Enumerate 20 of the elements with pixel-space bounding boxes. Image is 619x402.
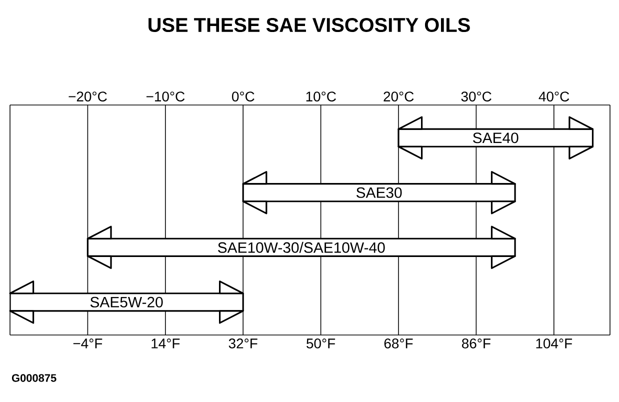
x-tick-label: 32°F [228,338,258,348]
x-tick-label: 104°F [536,338,572,348]
y-tick-label: SAE30 [356,187,402,198]
chart-title: USE THESE SAE VISCOSITY OILS [148,18,470,32]
x2-tick-label: 20°C [384,92,414,102]
x-tick-label: 14°F [152,338,180,348]
x-tick-label: 68°F [384,338,413,348]
y-tick-label: SAE10W-30/SAE10W-40 [218,242,385,253]
x2-tick-label: −10°C [146,92,185,102]
text: G000875 [12,374,56,382]
x2-tick-label: −20°C [68,92,107,102]
x-tick-label: 50°F [306,338,336,348]
y-tick-label: SAE40 [473,132,518,144]
x-tick-label: 86°F [462,338,490,348]
x2-tick-label: 0°C [232,92,254,102]
x2-tick-label: 30°C [461,92,492,102]
x2-tick-label: 10°C [306,92,336,102]
x2-tick-label: 40°C [538,92,570,102]
y-tick-label: SAE5W-20 [90,296,163,308]
x-tick-label: −4°F [73,338,102,348]
